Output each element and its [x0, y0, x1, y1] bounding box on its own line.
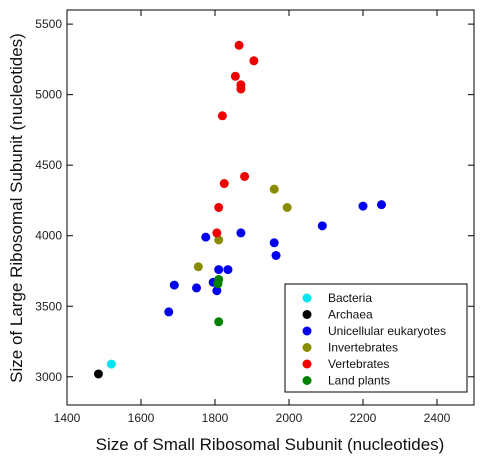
point-land-plants: [214, 317, 224, 327]
point-vertebrates: [249, 56, 259, 66]
point-unicellular-eukaryotes: [317, 221, 327, 231]
x-tick-label: 1600: [128, 411, 155, 425]
point-unicellular-eukaryotes: [271, 250, 281, 260]
point-vertebrates: [219, 179, 229, 189]
x-tick-label: 1400: [54, 411, 81, 425]
x-tick-label: 2200: [350, 411, 377, 425]
point-land-plants: [214, 274, 224, 284]
legend-label-bacteria: Bacteria: [328, 291, 372, 305]
point-vertebrates: [234, 40, 244, 50]
axis-ticks: 1400 1600 1800 2000 2200 2400 3000 3500 4000 4500…: [35, 10, 474, 425]
y-tick-label: 3500: [35, 299, 62, 313]
point-unicellular-eukaryotes: [223, 265, 233, 275]
data-points: [93, 40, 386, 379]
legend-box: [284, 283, 468, 393]
point-unicellular-eukaryotes: [212, 286, 222, 296]
legend-marker-bacteria: [302, 293, 312, 303]
point-vertebrates: [230, 71, 240, 81]
point-bacteria: [106, 359, 116, 369]
x-tick-label: 2000: [276, 411, 303, 425]
point-invertebrates: [214, 235, 224, 245]
point-archaea: [93, 369, 103, 379]
y-axis-title: Size of Large Ribosomal Subunit (nucleot…: [7, 33, 26, 383]
legend-marker-land-plants: [302, 376, 312, 385]
point-invertebrates: [269, 184, 279, 194]
point-unicellular-eukaryotes: [236, 228, 246, 238]
legend-label-archaea: Archaea: [328, 308, 373, 322]
legend-label-land-plants: Land plants: [328, 374, 390, 388]
point-vertebrates: [214, 203, 224, 212]
point-unicellular-eukaryotes: [214, 265, 224, 275]
y-tick-label: 5000: [35, 88, 62, 102]
point-unicellular-eukaryotes: [169, 280, 179, 290]
point-unicellular-eukaryotes: [377, 200, 386, 210]
point-unicellular-eukaryotes: [358, 201, 368, 211]
x-tick-label: 1800: [202, 411, 229, 425]
y-tick-label: 3000: [35, 370, 62, 384]
legend-marker-vertebrates: [302, 359, 312, 369]
point-invertebrates: [282, 203, 292, 212]
point-unicellular-eukaryotes: [269, 238, 279, 248]
legend-label-vertebrates: Vertebrates: [328, 357, 389, 371]
legend-label-unicellular-eukaryotes: Unicellular eukaryotes: [328, 324, 446, 338]
point-unicellular-eukaryotes: [164, 307, 174, 317]
legend-marker-unicellular-eukaryotes: [302, 326, 312, 336]
point-vertebrates: [240, 171, 250, 181]
legend: Bacteria Archaea Unicellular eukaryotes Inv…: [284, 283, 468, 393]
point-unicellular-eukaryotes: [192, 283, 201, 293]
point-unicellular-eukaryotes: [201, 232, 211, 242]
point-vertebrates: [236, 80, 246, 90]
x-tick-label: 2400: [424, 411, 451, 425]
legend-marker-archaea: [302, 310, 312, 319]
point-invertebrates: [193, 262, 203, 272]
y-tick-label: 4000: [35, 229, 62, 243]
point-vertebrates: [212, 228, 222, 238]
point-vertebrates: [217, 111, 227, 121]
x-axis-title: Size of Small Ribosomal Subunit (nucleot…: [96, 435, 445, 454]
legend-marker-invertebrates: [302, 343, 312, 352]
y-tick-label: 4500: [35, 158, 62, 172]
legend-label-invertebrates: Invertebrates: [328, 341, 398, 355]
y-tick-label: 5500: [35, 17, 62, 31]
